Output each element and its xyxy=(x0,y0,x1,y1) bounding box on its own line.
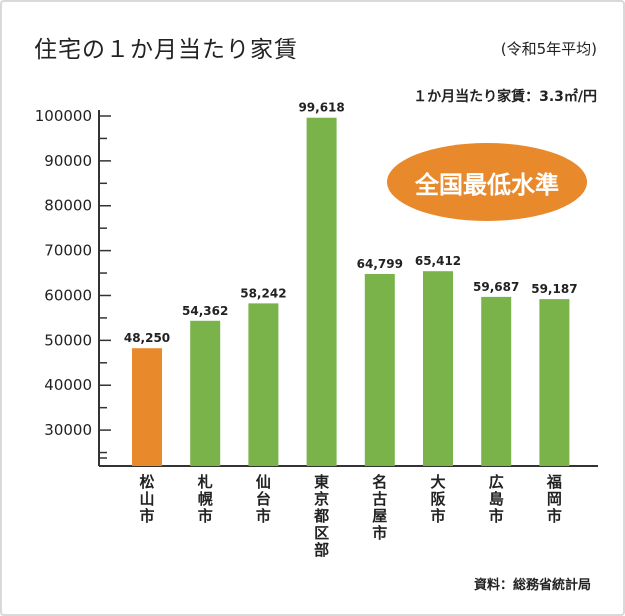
bar-1 xyxy=(132,348,162,466)
category-label: 東京都区部 xyxy=(313,473,329,559)
bar-7 xyxy=(481,296,512,466)
y-tick-label: 40000 xyxy=(44,376,92,394)
bar-2 xyxy=(190,320,221,466)
category-label: 仙台市 xyxy=(256,473,271,525)
y-tick-label: 100000 xyxy=(35,107,92,125)
category-label: 福岡市 xyxy=(546,473,562,525)
category-label: 松山市 xyxy=(139,473,154,525)
y-tick-label: 80000 xyxy=(44,197,92,215)
unit-note: １か月当たり家賃：3.3㎡/円 xyxy=(413,89,597,105)
bar-4 xyxy=(306,117,337,466)
bar-6 xyxy=(423,271,453,466)
bar-8 xyxy=(539,299,570,466)
bar-value-label: 99,618 xyxy=(298,101,344,115)
category-label: 広島市 xyxy=(489,473,504,525)
chart-title: 住宅の１か月当たり家賃 xyxy=(34,37,298,63)
y-tick-label: 90000 xyxy=(44,152,92,170)
bar-value-label: 54,362 xyxy=(182,304,228,318)
bar-value-label: 64,799 xyxy=(357,257,403,271)
bar-value-label: 65,412 xyxy=(415,254,461,268)
category-label: 札幌市 xyxy=(197,473,213,525)
y-tick-label: 60000 xyxy=(44,286,92,304)
y-tick-label: 70000 xyxy=(44,242,92,260)
lowest-level-badge: 全国最低水準 xyxy=(387,143,587,221)
chart-subtitle: (令和5年平均) xyxy=(500,40,597,58)
y-tick-label: 50000 xyxy=(44,331,92,349)
category-label: 名古屋市 xyxy=(372,473,387,542)
y-tick-label: 30000 xyxy=(44,421,92,439)
bar-3 xyxy=(248,303,279,466)
bar-5 xyxy=(364,273,395,466)
category-label: 大阪市 xyxy=(430,473,446,525)
bar-value-label: 48,250 xyxy=(124,331,170,345)
bar-value-label: 59,687 xyxy=(473,280,519,294)
bar-value-label: 58,242 xyxy=(240,286,286,300)
source-note: 資料：総務省統計局 xyxy=(473,578,591,593)
bar-value-label: 59,187 xyxy=(531,282,577,296)
